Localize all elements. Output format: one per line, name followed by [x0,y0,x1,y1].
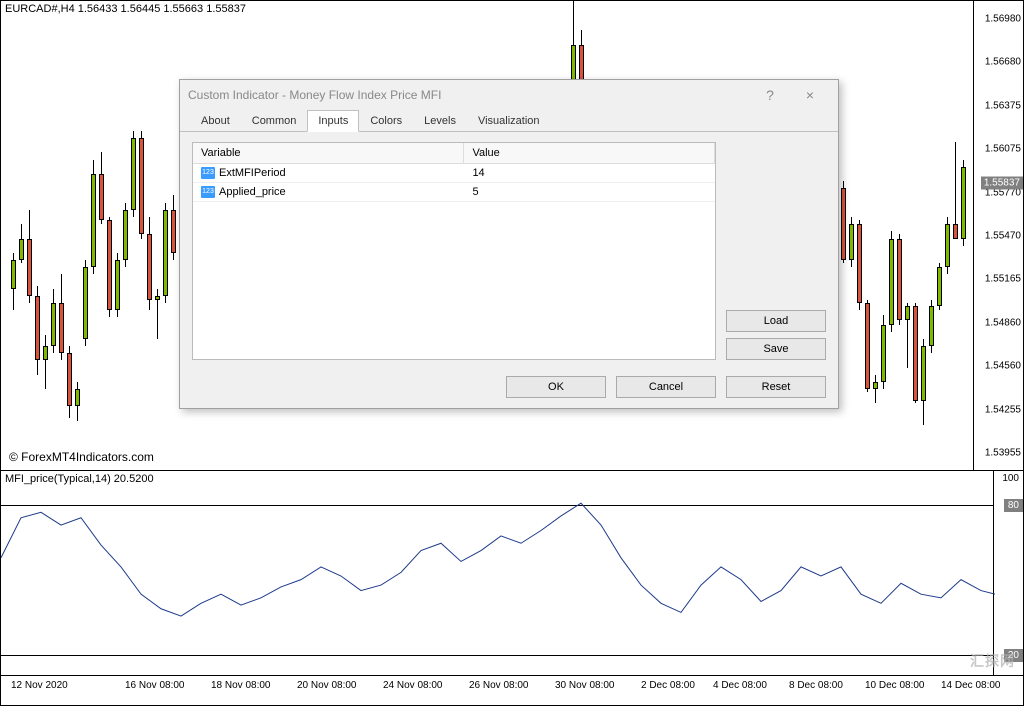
time-tick: 8 Dec 08:00 [789,680,843,691]
price-tick: 1.54255 [985,404,1021,415]
time-tick: 18 Nov 08:00 [211,680,271,691]
price-tick: 1.56075 [985,143,1021,154]
price-tick: 1.53955 [985,448,1021,459]
price-tick: 1.54560 [985,361,1021,372]
price-tick: 1.54860 [985,318,1021,329]
ok-button[interactable]: OK [506,376,606,398]
side-buttons: Load Save [726,142,826,360]
time-tick: 14 Dec 08:00 [941,680,1001,691]
variable-value[interactable]: 5 [464,183,715,201]
inputs-table[interactable]: Variable Value 123 ExtMFIPeriod 14 123 Appli… [192,142,716,360]
variable-value[interactable]: 14 [464,164,715,182]
dialog-footer: OK Cancel Reset [180,370,838,408]
table-row[interactable]: 123 ExtMFIPeriod 14 [193,164,715,183]
time-tick: 10 Dec 08:00 [865,680,925,691]
time-tick: 30 Nov 08:00 [555,680,615,691]
reset-button[interactable]: Reset [726,376,826,398]
table-row[interactable]: 123 Applied_price 5 [193,183,715,202]
price-tick: 1.55470 [985,230,1021,241]
load-button[interactable]: Load [726,310,826,332]
mfi-line-chart [1,471,995,677]
indicator-properties-dialog[interactable]: Custom Indicator - Money Flow Index Pric… [179,79,839,409]
time-tick: 12 Nov 2020 [11,680,68,691]
tab-inputs[interactable]: Inputs [307,110,359,132]
cancel-button[interactable]: Cancel [616,376,716,398]
dialog-title: Custom Indicator - Money Flow Index Pric… [188,88,750,102]
column-variable[interactable]: Variable [193,143,464,164]
number-type-icon: 123 [201,186,215,198]
watermark-text: © ForexMT4Indicators.com [9,450,154,464]
watermark-cn: 汇探网 [970,651,1015,671]
time-axis: 12 Nov 2020 16 Nov 08:00 18 Nov 08:00 20 No… [1,675,1023,705]
indicator-tick-80: 80 [1004,499,1023,512]
save-button[interactable]: Save [726,338,826,360]
tab-colors[interactable]: Colors [359,110,413,131]
tab-about[interactable]: About [190,110,241,131]
variable-name: Applied_price [219,186,286,198]
number-type-icon: 123 [201,167,215,179]
price-y-axis: 1.569801.566801.563751.560751.557701.554… [973,1,1023,470]
chart-header: EURCAD#,H4 1.56433 1.56445 1.55663 1.558… [5,3,246,15]
close-icon[interactable]: × [790,87,830,103]
dialog-titlebar[interactable]: Custom Indicator - Money Flow Index Pric… [180,80,838,110]
variable-name: ExtMFIPeriod [219,167,286,179]
price-tick: 1.56980 [985,14,1021,25]
indicator-panel[interactable]: MFI_price(Typical,14) 20.5200 100 80 20 [1,471,1023,677]
time-tick: 20 Nov 08:00 [297,680,357,691]
time-tick: 4 Dec 08:00 [713,680,767,691]
table-header: Variable Value [193,143,715,164]
indicator-y-axis: 100 80 20 [993,471,1023,676]
dialog-tabs: AboutCommonInputsColorsLevelsVisualizati… [180,110,838,132]
tab-visualization[interactable]: Visualization [467,110,551,131]
price-tick: 1.56680 [985,57,1021,68]
indicator-tick-100: 100 [1002,473,1019,484]
current-price-label: 1.55837 [981,176,1023,189]
help-icon[interactable]: ? [750,87,790,103]
time-tick: 16 Nov 08:00 [125,680,185,691]
time-tick: 24 Nov 08:00 [383,680,443,691]
tab-levels[interactable]: Levels [413,110,467,131]
price-tick: 1.56375 [985,100,1021,111]
time-tick: 26 Nov 08:00 [469,680,529,691]
price-tick: 1.55165 [985,274,1021,285]
column-value[interactable]: Value [464,143,715,164]
tab-common[interactable]: Common [241,110,308,131]
time-tick: 2 Dec 08:00 [641,680,695,691]
